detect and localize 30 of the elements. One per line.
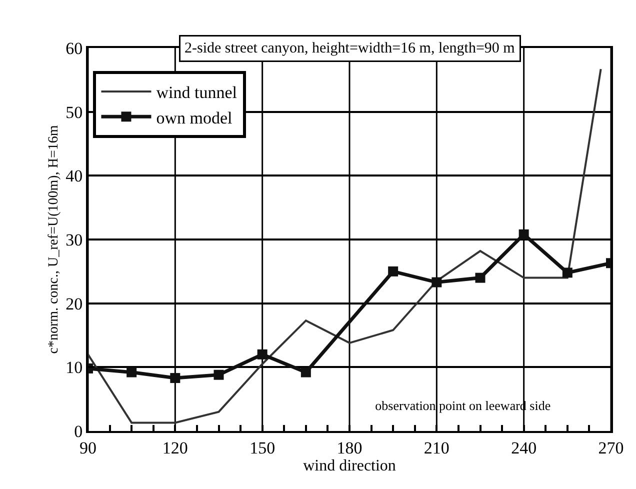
chart-title: 2-side street canyon, height=width=16 m, length=90 m <box>184 40 516 56</box>
y-tick-label: 30 <box>66 230 83 250</box>
y-tick-label: 50 <box>66 102 83 122</box>
point <box>388 266 398 276</box>
x-tick-label: 240 <box>511 438 537 458</box>
y-tick-label: 40 <box>66 166 83 186</box>
legend-label: wind tunnel <box>156 83 238 102</box>
point <box>432 277 442 288</box>
point <box>170 373 180 384</box>
x-tick-label: 270 <box>598 438 624 458</box>
point <box>518 229 529 240</box>
y-axis-title: c*norm. conc., U_ref=U(100m), H=16m <box>46 125 62 354</box>
x-tick-label: 90 <box>80 438 96 458</box>
line-series <box>88 68 602 424</box>
point <box>214 370 224 380</box>
x-tick-label: 180 <box>336 438 362 458</box>
point <box>475 272 486 283</box>
y-tick-label: 20 <box>66 294 83 314</box>
point <box>562 268 572 278</box>
point <box>300 367 311 378</box>
point <box>126 367 137 378</box>
x-tick-label: 120 <box>162 438 188 458</box>
x-tick-label: 150 <box>250 438 276 458</box>
point <box>257 349 268 360</box>
y-tick-label: 0 <box>74 422 83 441</box>
legend-label: own model <box>156 108 233 128</box>
y-tick-label: 10 <box>66 358 83 378</box>
x-tick-label: 210 <box>424 438 450 458</box>
x-axis-title: wind direction <box>303 457 396 474</box>
y-tick-label: 60 <box>66 38 83 58</box>
